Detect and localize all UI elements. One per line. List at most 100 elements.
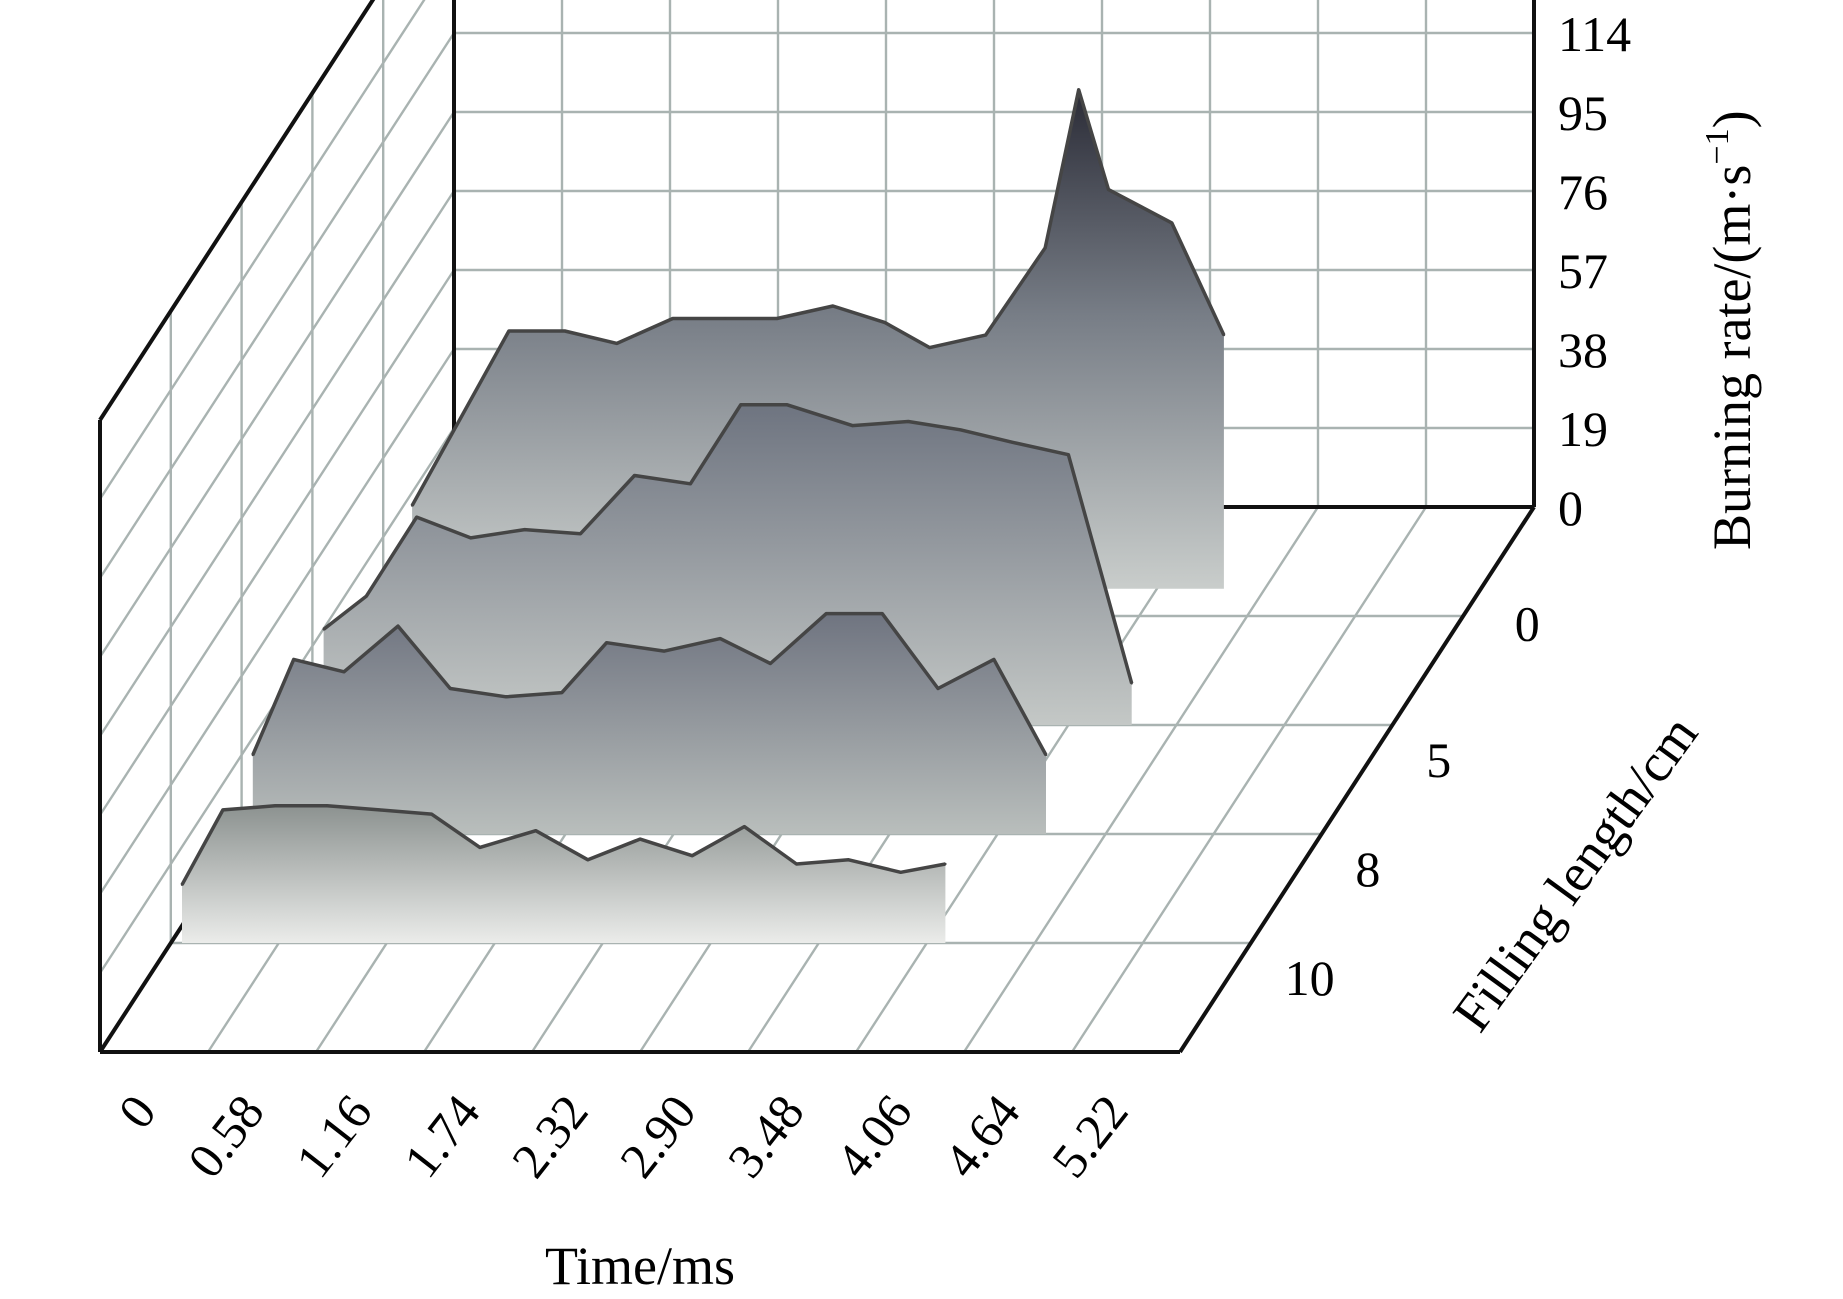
data-point-series-5 <box>469 536 472 540</box>
y-tick-label: 8 <box>1355 841 1380 897</box>
data-point-series-8 <box>719 637 722 640</box>
x-tick-label: 2.90 <box>609 1084 707 1187</box>
data-point-series-5 <box>689 482 692 485</box>
z-axis-title-main: Burning rate/(m·s <box>1702 165 1762 550</box>
y-tick-label: 0 <box>1515 596 1540 652</box>
data-point-series-10 <box>430 812 433 816</box>
data-point-series-10 <box>534 829 537 832</box>
data-point-series-5 <box>579 532 582 535</box>
z-tick-label: 76 <box>1558 164 1608 220</box>
data-point-series-8 <box>605 641 608 644</box>
ribbon-series-8 <box>251 611 1048 834</box>
data-point-series-5 <box>322 628 325 631</box>
z-axis-title: Burning rate/(m·s−1) <box>1699 110 1762 550</box>
data-point-series-10 <box>691 854 694 857</box>
data-point-series-0 <box>410 504 414 507</box>
data-point-series-0 <box>1077 88 1080 92</box>
ribbon-line-series-0 <box>410 88 1226 507</box>
x-tick-label: 0 <box>107 1084 167 1138</box>
data-point-series-10 <box>795 862 798 866</box>
data-point-series-0 <box>723 317 727 320</box>
data-point-series-8 <box>936 687 940 690</box>
data-point-series-5 <box>415 515 418 519</box>
frame-edge <box>98 0 376 422</box>
data-point-series-5 <box>739 403 742 406</box>
x-tick-label: 5.22 <box>1041 1084 1139 1187</box>
z-tick-label: 0 <box>1558 480 1583 536</box>
x-tick-label: 2.32 <box>501 1084 599 1187</box>
y-tick-label: 5 <box>1426 732 1451 788</box>
data-point-series-5 <box>959 428 962 431</box>
x-tick-label: 0.58 <box>177 1084 275 1187</box>
data-point-series-0 <box>775 317 779 320</box>
z-tick-label: 57 <box>1558 243 1608 299</box>
data-point-series-10 <box>638 837 642 841</box>
data-point-series-10 <box>944 862 947 866</box>
data-point-series-0 <box>928 346 931 349</box>
z-tick-label: 95 <box>1558 85 1608 141</box>
ribbon-fill-series-10 <box>182 805 946 943</box>
y-axis-title: Filling length/cm <box>1441 705 1709 1042</box>
ribbon-fill-series-5 <box>323 404 1132 725</box>
data-point-series-5 <box>365 594 368 598</box>
data-point-series-10 <box>378 808 381 812</box>
ribbon-line-series-10 <box>180 804 946 886</box>
data-point-series-10 <box>180 883 184 886</box>
data-point-series-0 <box>1170 221 1174 225</box>
data-point-series-8 <box>504 695 508 698</box>
data-point-series-5 <box>1067 453 1070 456</box>
left-wall-gridline-h <box>98 0 426 500</box>
data-point-series-8 <box>251 753 254 757</box>
data-point-series-0 <box>615 342 619 345</box>
left-wall-gridline-h <box>98 190 456 737</box>
ribbons <box>180 88 1226 943</box>
ribbon-line-series-5 <box>322 403 1134 684</box>
z-tick-label: 19 <box>1558 401 1608 457</box>
data-point-series-0 <box>671 317 674 320</box>
data-point-series-8 <box>663 649 666 653</box>
left-wall-gridline-h <box>98 111 456 658</box>
x-tick-label: 1.74 <box>393 1084 491 1187</box>
data-point-series-5 <box>851 424 854 427</box>
data-point-series-8 <box>560 691 564 694</box>
data-point-series-8 <box>825 612 828 615</box>
data-point-series-0 <box>1222 333 1226 337</box>
data-point-series-8 <box>769 662 772 665</box>
z-tick-label: 38 <box>1558 322 1608 378</box>
data-point-series-0 <box>1044 246 1047 249</box>
data-point-series-10 <box>221 808 225 812</box>
data-point-series-10 <box>586 858 590 861</box>
left-wall-gridline-h <box>98 348 456 895</box>
data-point-series-5 <box>786 403 789 406</box>
z-axis-title-sup: −1 <box>1699 128 1736 164</box>
data-point-series-0 <box>831 304 835 308</box>
data-point-series-10 <box>743 825 746 828</box>
data-point-series-10 <box>899 871 902 874</box>
data-point-series-5 <box>907 420 910 423</box>
data-point-series-10 <box>326 804 329 807</box>
data-point-series-8 <box>292 658 295 661</box>
x-tick-label: 3.48 <box>717 1084 815 1187</box>
z-axis-title-close: ) <box>1702 110 1762 128</box>
data-point-series-10 <box>847 858 850 861</box>
y-tick-label: 10 <box>1285 950 1335 1006</box>
data-point-series-5 <box>523 528 526 531</box>
data-point-series-8 <box>449 687 452 690</box>
floor-gridline-depth <box>962 506 1320 1053</box>
data-point-series-8 <box>881 612 884 615</box>
data-point-series-8 <box>396 624 400 628</box>
ribbon-series-5 <box>322 403 1134 725</box>
z-tick-label: 114 <box>1558 6 1631 62</box>
x-tick-label: 1.16 <box>285 1084 383 1187</box>
data-point-series-0 <box>984 333 987 337</box>
ribbon-line-series-8 <box>251 611 1048 756</box>
data-point-series-5 <box>1011 441 1014 444</box>
left-wall-gridline-h <box>98 32 456 579</box>
data-point-series-10 <box>273 804 277 807</box>
data-point-series-0 <box>883 321 887 324</box>
data-point-series-0 <box>507 329 511 333</box>
x-tick-label: 4.64 <box>933 1084 1031 1187</box>
ribbon-series-10 <box>180 804 947 943</box>
left-wall-gridline-h <box>98 269 456 816</box>
